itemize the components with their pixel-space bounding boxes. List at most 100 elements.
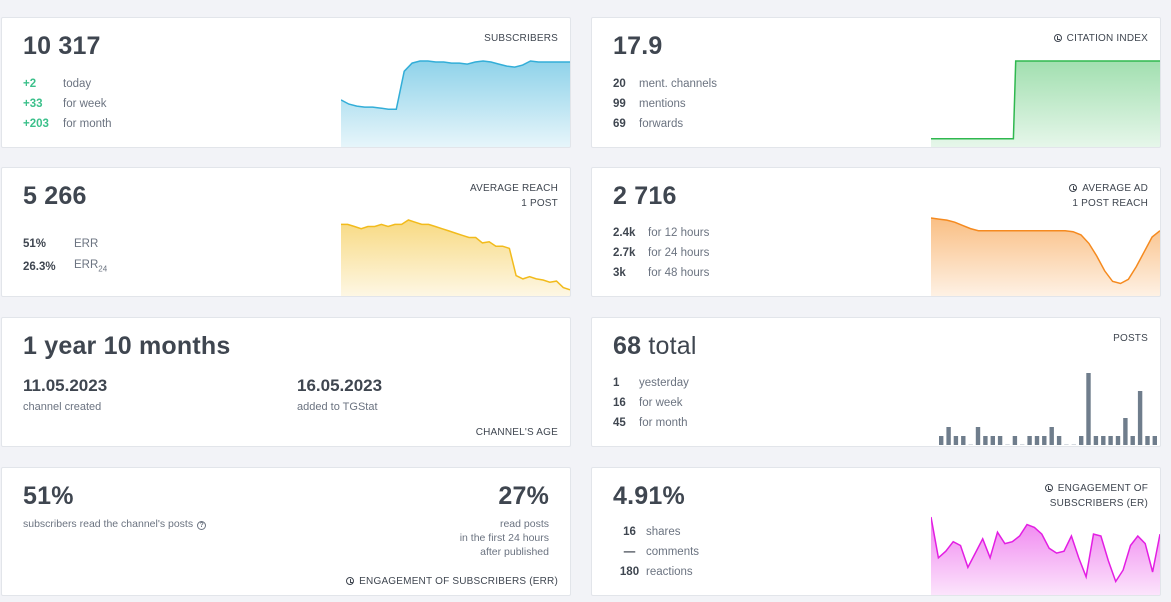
chart-series-line — [931, 60, 1160, 140]
stat-label: ERR — [74, 237, 99, 250]
posts-bar[interactable] — [1123, 418, 1128, 445]
posts-bar[interactable] — [1064, 444, 1069, 445]
posts-bar[interactable] — [1027, 436, 1032, 445]
stat-value: 99 — [613, 98, 626, 110]
stat-label: for month — [639, 417, 688, 429]
subscribers-card[interactable]: 10 317 SUBSCRIBERS +2 today +33 for week +… — [1, 17, 571, 148]
posts-bar[interactable] — [1005, 444, 1010, 445]
posts-bar[interactable] — [1145, 436, 1150, 445]
posts-bar[interactable] — [1034, 436, 1040, 445]
channel-age-label: CHANNEL'S AGE — [475, 427, 558, 438]
posts-bar[interactable] — [1020, 444, 1025, 445]
posts-bar-chart[interactable] — [931, 365, 1160, 445]
er-card[interactable]: 4.91% ENGAGEMENT OF SUBSCRIBERS (ER) 16 sh… — [591, 467, 1161, 596]
stat-value: +2 — [23, 78, 37, 90]
stat-value: 2.4k — [613, 227, 636, 239]
posts-bar[interactable] — [953, 436, 959, 445]
posts-bar[interactable] — [1115, 436, 1121, 445]
ad-reach-label: AVERAGE AD 1 POST REACH — [1069, 181, 1148, 211]
stat-label: for 24 hours — [648, 247, 710, 259]
citation-card[interactable]: 17.9 CITATION INDEX 20 ment. channels 99 m… — [591, 17, 1161, 148]
clock-icon — [1053, 34, 1062, 42]
channel-age-card[interactable]: 1 year 10 months 11.05.2023 channel crea… — [1, 317, 571, 447]
err-24h-description: read posts in the first 24 hours after p… — [459, 518, 549, 558]
help-icon[interactable]: ? — [197, 521, 207, 530]
err-label: ENGAGEMENT OF SUBSCRIBERS (ERR) — [346, 574, 558, 589]
citation-sparkline[interactable] — [931, 57, 1160, 147]
clock-icon — [1069, 184, 1078, 192]
reach-sparkline[interactable] — [341, 216, 570, 296]
posts-bar[interactable] — [1071, 444, 1076, 445]
stat-value: 16 — [613, 397, 626, 409]
posts-bar[interactable] — [1079, 436, 1084, 445]
stat-value: 2.7k — [613, 247, 636, 259]
stat-value: 45 — [613, 417, 626, 429]
posts-bar[interactable] — [1056, 436, 1062, 445]
ad-reach-sparkline[interactable] — [931, 216, 1160, 296]
posts-bar[interactable] — [939, 436, 944, 445]
citation-label: CITATION INDEX — [1053, 31, 1148, 46]
posts-bar[interactable] — [968, 444, 973, 445]
created-label: channel created — [23, 401, 102, 413]
stat-label: ment. channels — [639, 78, 717, 90]
chart-area-fill — [341, 61, 570, 147]
reach-card[interactable]: 5 266 AVERAGE REACH 1 POST 51% ERR 26.3% ER… — [1, 167, 571, 297]
stat-label: yesterday — [639, 377, 689, 389]
stat-label: today — [63, 78, 92, 90]
chart-area-fill — [931, 517, 1160, 595]
stat-value: +33 — [23, 98, 43, 110]
average-ad-reach-value: 2 716 — [613, 182, 677, 210]
posts-stats: 1 yesterday 16 for week 45 for month — [613, 373, 689, 433]
posts-card[interactable]: 68 total POSTS 1 yesterday 16 for week 45 f… — [591, 317, 1161, 447]
posts-bar[interactable] — [1152, 436, 1157, 445]
er-sparkline[interactable] — [931, 515, 1160, 595]
citation-stats: 20 ment. channels 99 mentions 69 forwards — [613, 74, 717, 134]
chart-area-fill — [931, 218, 1160, 296]
posts-bar[interactable] — [1012, 436, 1018, 445]
stat-value: 16 — [623, 526, 636, 538]
err-value: 51% — [23, 482, 74, 510]
chart-area-fill — [931, 61, 1160, 147]
posts-bar[interactable] — [1042, 436, 1047, 445]
created-date: 11.05.2023 — [23, 376, 108, 395]
channel-age-value: 1 year 10 months — [23, 332, 231, 360]
posts-bar[interactable] — [1101, 436, 1106, 445]
stat-value: 3k — [613, 267, 626, 279]
posts-bar[interactable] — [961, 436, 966, 445]
stat-label: for 48 hours — [648, 267, 710, 279]
stat-label: reactions — [646, 566, 693, 578]
subscribers-count: 10 317 — [23, 32, 101, 60]
err-card[interactable]: 51% subscribers read the channel's posts… — [1, 467, 571, 596]
ad-reach-card[interactable]: 2 716 AVERAGE AD 1 POST REACH 2.4k for 12 … — [591, 167, 1161, 297]
chart-series-line — [931, 516, 1160, 584]
er-stats: 16 shares — comments 180 reactions — [613, 522, 699, 582]
chart-series-line — [931, 217, 1160, 285]
stat-label: forwards — [639, 118, 684, 130]
posts-bar[interactable] — [946, 427, 951, 445]
chart-series-line — [341, 60, 570, 110]
posts-total: 68 total — [613, 332, 697, 360]
chart-series-line — [341, 219, 570, 291]
subscribers-sparkline[interactable] — [341, 57, 570, 147]
posts-bar[interactable] — [975, 427, 981, 445]
stat-label: for week — [639, 397, 683, 409]
stat-label: for week — [63, 98, 107, 110]
stat-label: for 12 hours — [648, 227, 710, 239]
stat-value: 26.3% — [23, 260, 56, 273]
posts-bar[interactable] — [983, 436, 988, 445]
stat-value: 20 — [613, 78, 626, 90]
stat-label: mentions — [639, 98, 686, 110]
posts-bar[interactable] — [1049, 427, 1054, 445]
posts-bar[interactable] — [1086, 373, 1091, 445]
added-date: 16.05.2023 — [297, 376, 383, 395]
posts-bar[interactable] — [1093, 436, 1099, 445]
stat-label: for month — [63, 118, 112, 130]
posts-bar[interactable] — [997, 436, 1003, 445]
posts-bar[interactable] — [1137, 391, 1143, 445]
chart-area-fill — [341, 220, 570, 296]
posts-bar[interactable] — [990, 436, 995, 445]
posts-bar[interactable] — [1130, 436, 1135, 445]
posts-bar[interactable] — [1108, 436, 1113, 445]
stat-value: 1 — [613, 377, 620, 389]
added-label: added to TGStat — [297, 401, 378, 413]
